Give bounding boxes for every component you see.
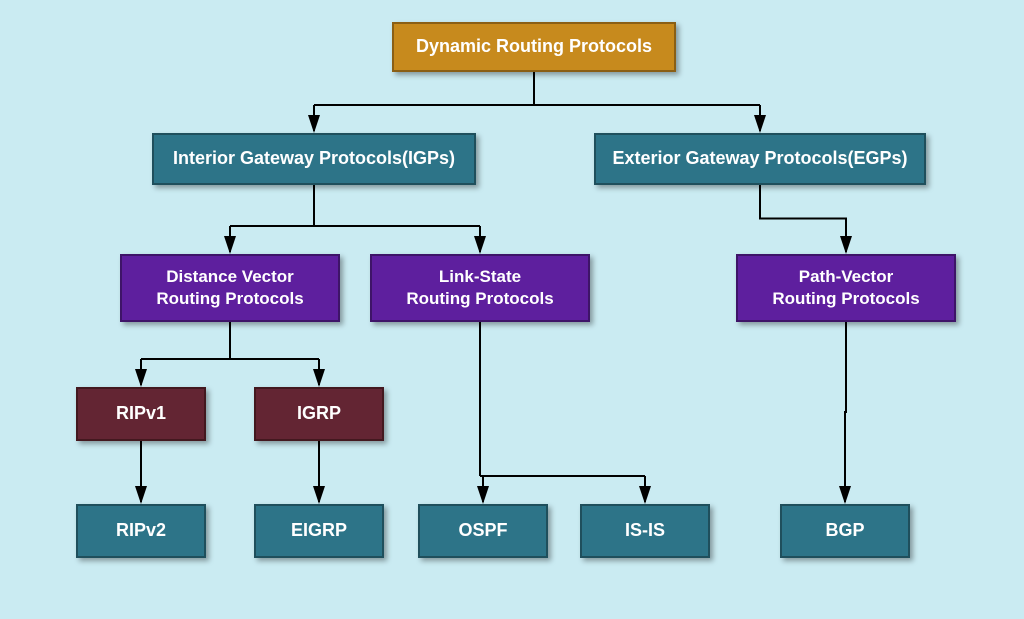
node-root: Dynamic Routing Protocols xyxy=(392,22,676,72)
node-ripv1: RIPv1 xyxy=(76,387,206,441)
node-pv: Path-VectorRouting Protocols xyxy=(736,254,956,322)
node-bgp: BGP xyxy=(780,504,910,558)
node-igp: Interior Gateway Protocols(IGPs) xyxy=(152,133,476,185)
node-igrp: IGRP xyxy=(254,387,384,441)
node-eigrp: EIGRP xyxy=(254,504,384,558)
node-dv: Distance VectorRouting Protocols xyxy=(120,254,340,322)
node-ripv2: RIPv2 xyxy=(76,504,206,558)
node-isis: IS-IS xyxy=(580,504,710,558)
node-ospf: OSPF xyxy=(418,504,548,558)
node-egp: Exterior Gateway Protocols(EGPs) xyxy=(594,133,926,185)
node-ls: Link-StateRouting Protocols xyxy=(370,254,590,322)
